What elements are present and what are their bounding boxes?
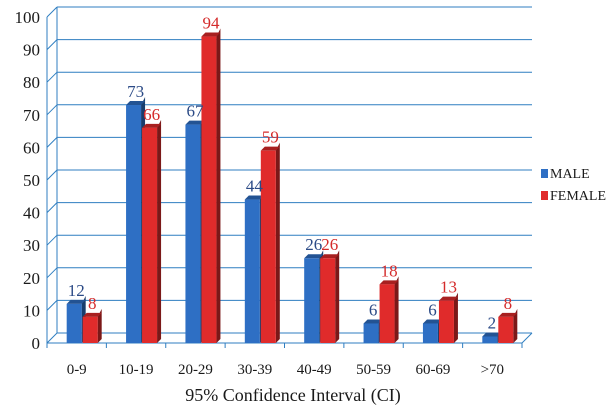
y-tick-label: 80 <box>23 73 40 92</box>
legend: MALE FEMALE <box>541 167 606 204</box>
x-tick-label: 40-49 <box>297 362 332 378</box>
y-tick-label: 100 <box>15 8 41 27</box>
y-tick-label: 10 <box>23 301 40 320</box>
gridline <box>46 332 532 344</box>
bar-female <box>379 276 399 343</box>
x-tick-label: 30-39 <box>237 362 272 378</box>
data-label-female: 26 <box>321 235 338 254</box>
x-axis-ticks: 0-9 10-19 20-29 30-39 40-49 50-59 60-69 >70 <box>67 362 504 378</box>
y-axis-ticks: 0 10 20 30 40 50 60 70 80 90 100 <box>15 8 41 353</box>
data-label-male: 6 <box>428 300 437 319</box>
y-tick-label: 90 <box>23 41 40 60</box>
data-label-male: 73 <box>127 82 144 101</box>
bar-female <box>498 308 518 343</box>
x-tick-label: 50-59 <box>356 362 391 378</box>
bar-female <box>201 28 221 344</box>
bars <box>66 28 518 344</box>
data-label-male: 2 <box>488 313 497 332</box>
bar-female <box>260 142 280 343</box>
gridline <box>46 136 532 148</box>
gridline <box>46 234 532 246</box>
gridlines <box>46 6 533 348</box>
data-label-female: 18 <box>381 261 398 280</box>
y-tick-label: 60 <box>23 138 40 157</box>
legend-label: MALE <box>550 167 590 182</box>
gridline <box>46 104 532 116</box>
data-label-female: 8 <box>504 294 513 313</box>
bar-female <box>438 292 458 343</box>
y-tick-label: 0 <box>32 334 41 353</box>
data-label-female: 13 <box>440 278 457 297</box>
data-label-male: 12 <box>68 281 85 300</box>
bar-female <box>320 250 340 343</box>
data-label-male: 67 <box>186 102 204 121</box>
x-tick-label: 10-19 <box>119 362 154 378</box>
x-tick-label: >70 <box>481 362 504 378</box>
gridline <box>46 169 532 181</box>
legend-swatch <box>541 169 548 178</box>
x-tick-label: 60-69 <box>415 362 450 378</box>
bar-female <box>82 308 102 343</box>
data-label-female: 94 <box>202 14 220 33</box>
data-label-male: 44 <box>246 177 264 196</box>
gridline <box>46 6 532 18</box>
x-tick-label: 20-29 <box>178 362 213 378</box>
data-label-female: 66 <box>143 105 160 124</box>
gridline <box>46 202 532 213</box>
gridline <box>46 71 532 83</box>
legend-item-male: MALE <box>541 167 590 182</box>
x-axis-label: 95% Confidence Interval (CI) <box>185 385 400 406</box>
y-tick-label: 70 <box>23 106 40 125</box>
legend-label: FEMALE <box>550 189 606 204</box>
gridline <box>46 299 532 311</box>
gridline <box>46 39 532 50</box>
data-label-female: 59 <box>262 128 279 147</box>
legend-item-female: FEMALE <box>541 189 606 204</box>
y-tick-label: 30 <box>23 236 40 255</box>
y-tick-label: 20 <box>23 269 40 288</box>
x-tick-label: 0-9 <box>67 362 87 378</box>
data-label-male: 6 <box>369 300 378 319</box>
y-tick-label: 40 <box>23 204 40 223</box>
legend-swatch <box>541 191 548 200</box>
y-tick-label: 50 <box>23 171 40 190</box>
data-label-female: 8 <box>88 294 97 313</box>
bar-female <box>142 119 162 343</box>
gridline <box>46 267 532 279</box>
data-label-male: 26 <box>305 235 322 254</box>
